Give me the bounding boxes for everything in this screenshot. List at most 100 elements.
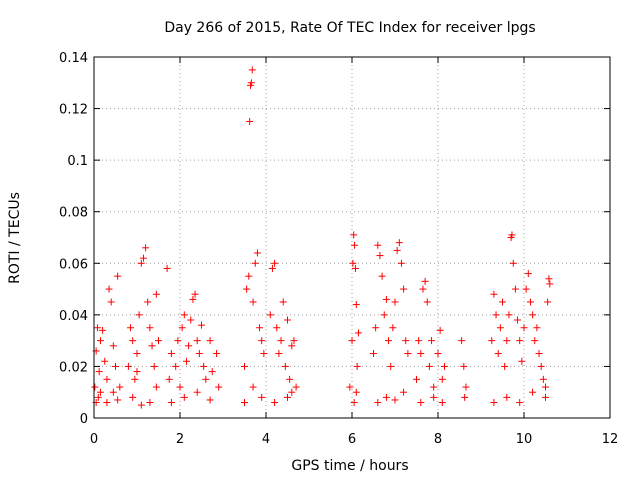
data-point <box>496 324 504 332</box>
data-point <box>174 337 182 345</box>
data-point <box>260 350 268 358</box>
data-point <box>284 316 291 324</box>
y-tick-label: 0.06 <box>59 257 88 272</box>
data-point <box>350 399 358 407</box>
data-point <box>430 383 438 391</box>
data-point <box>105 285 113 293</box>
data-point <box>488 337 496 345</box>
data-point <box>509 259 517 267</box>
data-point <box>524 270 532 278</box>
data-point <box>246 117 254 125</box>
x-axis-label: GPS time / hours <box>291 458 408 474</box>
y-tick-label: 0.08 <box>59 206 88 221</box>
y-tick-label: 0.02 <box>59 360 88 375</box>
x-tick-label: 10 <box>516 432 533 447</box>
data-point <box>180 393 188 401</box>
data-point <box>380 311 388 319</box>
data-point <box>124 362 132 370</box>
data-point <box>372 324 380 332</box>
data-point <box>419 285 427 293</box>
data-point <box>247 79 255 87</box>
data-point <box>288 388 296 396</box>
data-point <box>131 375 139 383</box>
data-point <box>258 337 266 345</box>
data-point <box>402 337 410 345</box>
data-point <box>91 383 99 391</box>
data-point <box>243 285 251 293</box>
data-point <box>95 368 103 376</box>
data-point <box>215 383 223 391</box>
data-point <box>514 316 522 324</box>
data-point <box>279 298 287 306</box>
data-point <box>428 337 436 345</box>
data-point <box>189 295 197 303</box>
data-point <box>96 337 104 345</box>
data-point <box>206 337 214 345</box>
data-point <box>382 393 390 401</box>
y-tick-label: 0.14 <box>59 51 88 66</box>
data-point <box>391 396 399 404</box>
data-point <box>135 311 143 319</box>
data-point <box>400 285 408 293</box>
data-point <box>103 375 111 383</box>
data-point <box>133 368 141 376</box>
data-point <box>133 350 141 358</box>
data-point <box>499 298 506 306</box>
data-point <box>178 324 186 332</box>
data-point <box>351 241 359 249</box>
data-point <box>370 350 377 358</box>
data-point <box>139 254 147 262</box>
data-point <box>137 401 145 409</box>
data-point <box>397 259 405 267</box>
data-point <box>185 342 193 350</box>
data-point <box>195 350 203 358</box>
data-point <box>542 393 549 401</box>
data-point <box>152 290 160 298</box>
data-point <box>176 383 184 391</box>
data-point <box>286 375 294 383</box>
data-point <box>251 259 259 267</box>
data-point <box>387 362 395 370</box>
data-point <box>146 324 154 332</box>
data-point <box>249 383 257 391</box>
data-point <box>535 350 543 358</box>
data-point <box>438 399 446 407</box>
data-point <box>182 357 190 365</box>
data-point <box>114 396 122 404</box>
data-point <box>127 324 135 332</box>
data-point <box>129 337 137 345</box>
data-point <box>348 337 356 345</box>
data-point <box>271 399 279 407</box>
y-tick-label: 0.04 <box>59 309 88 324</box>
data-point <box>417 399 425 407</box>
data-point <box>353 362 361 370</box>
data-point <box>537 362 545 370</box>
data-point <box>202 375 210 383</box>
data-point <box>172 362 180 370</box>
data-point <box>256 324 264 332</box>
y-axis-label: ROTI / TECUs <box>7 192 23 284</box>
data-point <box>351 264 359 272</box>
data-point <box>393 246 401 254</box>
data-point <box>288 342 296 350</box>
x-tick-label: 0 <box>90 432 98 447</box>
data-point <box>94 393 102 401</box>
data-point <box>520 324 528 332</box>
data-point <box>531 337 539 345</box>
x-tick-label: 8 <box>434 432 442 447</box>
data-point <box>349 259 357 267</box>
data-point <box>114 272 122 280</box>
data-point <box>266 311 274 319</box>
data-point <box>241 399 248 407</box>
data-point <box>150 362 158 370</box>
data-point <box>511 285 519 293</box>
data-point <box>494 350 502 358</box>
data-point <box>545 275 553 283</box>
data-point <box>142 244 150 252</box>
data-point <box>146 399 154 407</box>
data-point <box>148 342 156 350</box>
data-point <box>99 326 107 334</box>
data-point <box>292 383 300 391</box>
data-point <box>434 350 442 358</box>
data-point <box>421 277 429 285</box>
